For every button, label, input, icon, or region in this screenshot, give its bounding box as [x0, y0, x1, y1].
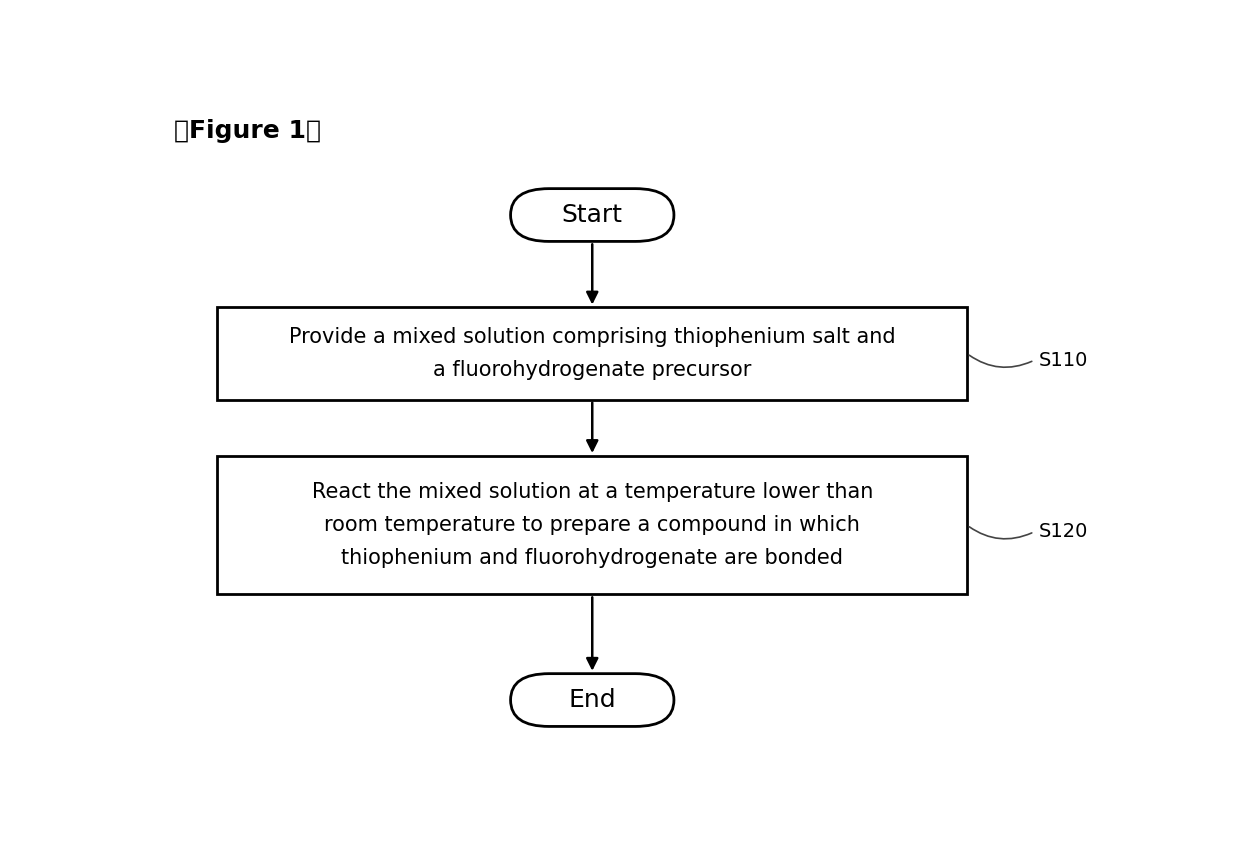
- Text: Start: Start: [562, 203, 622, 227]
- Text: React the mixed solution at a temperature lower than
room temperature to prepare: React the mixed solution at a temperatur…: [311, 482, 873, 568]
- FancyBboxPatch shape: [511, 189, 675, 242]
- Text: S120: S120: [1039, 522, 1089, 542]
- Text: Provide a mixed solution comprising thiophenium salt and
a fluorohydrogenate pre: Provide a mixed solution comprising thio…: [289, 327, 895, 380]
- Text: S110: S110: [1039, 351, 1089, 369]
- FancyBboxPatch shape: [217, 456, 967, 595]
- Text: End: End: [568, 688, 616, 712]
- FancyBboxPatch shape: [511, 674, 675, 727]
- Text: 【Figure 1】: 【Figure 1】: [174, 119, 321, 143]
- FancyBboxPatch shape: [217, 308, 967, 399]
